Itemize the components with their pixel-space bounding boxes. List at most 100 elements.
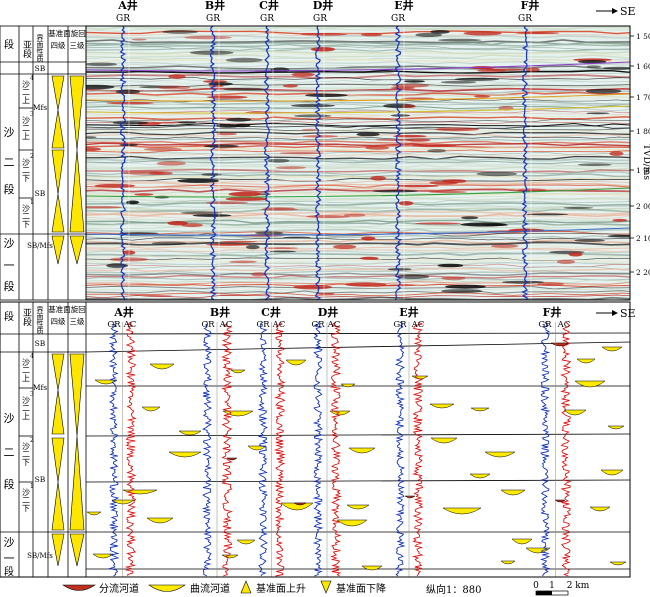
seismic-event (181, 223, 204, 228)
seismic-event (482, 223, 509, 227)
seismic-event (437, 38, 482, 42)
seismic-reflection (86, 142, 630, 147)
seismic-reflection (86, 157, 630, 163)
seismic-reflection (86, 140, 630, 145)
seismic-reflection (86, 246, 630, 251)
scale-bar-1: 1 (549, 581, 555, 591)
header-duan: 段 (4, 38, 14, 51)
seismic-event (115, 89, 141, 94)
seismic-reflection (86, 270, 630, 275)
scale-bar: 0 1 2 km (533, 581, 590, 596)
seismic-reflection (86, 79, 630, 83)
seismic-reflection (86, 52, 630, 57)
meandering-channel-body (94, 379, 118, 385)
seismic-event (134, 193, 154, 196)
seismic-gr-trace (394, 26, 402, 300)
seismic-event (106, 263, 128, 268)
meandering-channel-body (576, 358, 596, 364)
meandering-channel-body (340, 383, 356, 388)
ac-log-curve (220, 322, 234, 577)
ac-log-curve (124, 322, 138, 576)
top-sub-4: 沙二上 (22, 80, 31, 104)
top-well-c-log: GR (260, 14, 274, 24)
meandering-channel-body (484, 451, 516, 458)
seismic-event (390, 114, 411, 117)
bottom-well-d-gr: GR (311, 320, 325, 330)
seismic-event (476, 171, 518, 177)
seismic-horizon (86, 61, 630, 72)
seismic-reflection (86, 265, 630, 270)
seismic-reflection (86, 160, 630, 165)
meandering-channel-body (168, 451, 202, 458)
seismic-event (365, 145, 390, 150)
bottom-sub-4: 沙二上 (22, 358, 31, 382)
top-sub-2: 沙二下 (22, 158, 31, 183)
seismic-event (361, 236, 376, 241)
seismic-reflection (86, 133, 630, 138)
seismic-event (86, 136, 97, 139)
seismic-horizon (86, 187, 630, 198)
seismic-reflection (86, 226, 630, 230)
seismic-reflection (86, 274, 630, 279)
ac-log-curve (411, 322, 424, 577)
meandering-channel-body (469, 473, 491, 479)
seismic-gr-trace (119, 26, 127, 300)
seismic-event (454, 77, 500, 81)
seismic-reflection (86, 258, 630, 264)
bottom-sub-3: 沙二上 (22, 396, 31, 420)
seismic-reflection (86, 129, 630, 134)
seismic-horizon (86, 105, 630, 114)
ac-log-curve (329, 322, 343, 577)
seismic-reflection (86, 252, 630, 257)
seismic-event (343, 213, 366, 217)
meandering-channel-body (348, 447, 376, 454)
b-header-level3: 三级 (70, 316, 85, 326)
seismic-event (445, 284, 486, 289)
legend-distributary-swatch (62, 584, 96, 591)
meandering-channel-body (247, 445, 267, 451)
seismic-event (397, 184, 439, 188)
seismic-event (484, 68, 526, 71)
depth-axis-label: TVD/ms (641, 144, 650, 180)
meandering-channel-body (149, 363, 175, 370)
seismic-reflection (86, 26, 630, 31)
bottom-panel: A井 GR AC B井 GR AC C井 GR AC D井 GR AC E井 G… (0, 301, 636, 578)
top-well-d-label: D井 (313, 0, 334, 12)
seismic-reflection (86, 84, 630, 90)
seismic-reflection (86, 67, 630, 72)
top-strat-labels: 段 亚段 界面性质 基准面旋回 四级 三级 SB Mfs SB SB/Mfs 沙… (4, 28, 86, 293)
seismic-reflection (86, 147, 630, 152)
gr-log-curve (540, 322, 551, 577)
top-sub-3: 沙二上 (22, 116, 31, 140)
bottom-well-f-label: F井 (543, 305, 562, 319)
seismic-event (275, 166, 307, 170)
seismic-reflection (86, 254, 630, 259)
seismic-reflection (86, 76, 630, 81)
correlation-line (86, 479, 630, 483)
seismic-event (372, 190, 418, 193)
seismic-horizons (86, 61, 630, 236)
top-well-a-log: GR (116, 14, 130, 24)
top-duan-sha: 沙 (4, 126, 15, 139)
seismic-event (290, 104, 335, 108)
well-log-curves (108, 322, 572, 577)
bottom-well-c-ac: AC (272, 320, 286, 330)
bottom-well-a-ac: AC (123, 320, 137, 330)
seismic-event (398, 201, 414, 206)
header-level4: 四级 (51, 40, 66, 50)
seismic-reflection (86, 171, 630, 176)
seismic-event (437, 263, 464, 268)
seismic-reflection (86, 166, 630, 172)
seismic-event (406, 138, 431, 142)
bottom-direction-arrow: SE (596, 307, 636, 320)
meandering-channel-body (500, 489, 526, 496)
seismic-reflection (86, 296, 630, 300)
bottom-well-e-gr: GR (393, 320, 407, 330)
seismic-reflection (86, 228, 630, 233)
depth-tick-label: 1 500 (636, 32, 650, 41)
seismic-event (246, 244, 260, 250)
seismic-event (306, 215, 350, 219)
bottom-strat-labels: 段 亚段 界面性质 基准面旋回 四级 三级 SB Mfs SB SB/Mfs 沙… (4, 304, 86, 578)
meandering-channel-body (236, 539, 256, 545)
seismic-event (203, 144, 239, 148)
